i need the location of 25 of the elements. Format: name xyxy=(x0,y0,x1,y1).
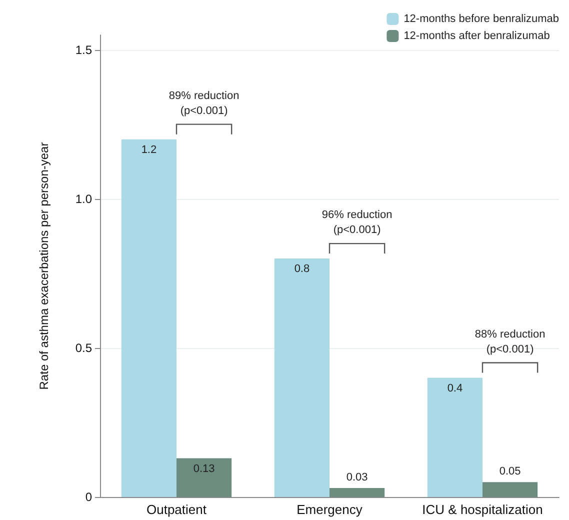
data-label: 0.13 xyxy=(193,462,215,475)
x-tick-label: ICU & hospitalization xyxy=(422,502,543,517)
x-tick-label: Outpatient xyxy=(146,502,207,517)
annotation: 88% reduction (p<0.001) xyxy=(474,328,546,356)
x-tick-label: Emergency xyxy=(296,502,363,517)
data-label: 0.05 xyxy=(499,466,521,478)
data-label: 1.2 xyxy=(141,144,157,156)
data-label: 0.8 xyxy=(294,263,310,276)
y-tick-label: 1.0 xyxy=(75,192,92,206)
bar xyxy=(482,482,538,497)
bar xyxy=(121,139,176,497)
bar xyxy=(427,378,482,497)
annotation: 96% reduction (p<0.001) xyxy=(322,209,392,236)
bar xyxy=(274,258,330,497)
y-tick-label: 1.5 xyxy=(75,42,92,57)
bar xyxy=(176,458,232,497)
data-label: 0.4 xyxy=(447,382,463,394)
y-axis-title: Rate of asthma exacerbations per person-year xyxy=(37,142,51,390)
annotation: 89% reduction (p<0.001) xyxy=(168,90,240,117)
y-tick-label: 0 xyxy=(85,490,92,504)
data-label: 0.03 xyxy=(346,472,368,484)
y-tick-label: 0.5 xyxy=(75,340,92,355)
legend-label: 12-months before benralizumab xyxy=(404,13,559,25)
legend-label: 12-months after benralizumab xyxy=(404,30,550,42)
bar xyxy=(330,488,385,497)
